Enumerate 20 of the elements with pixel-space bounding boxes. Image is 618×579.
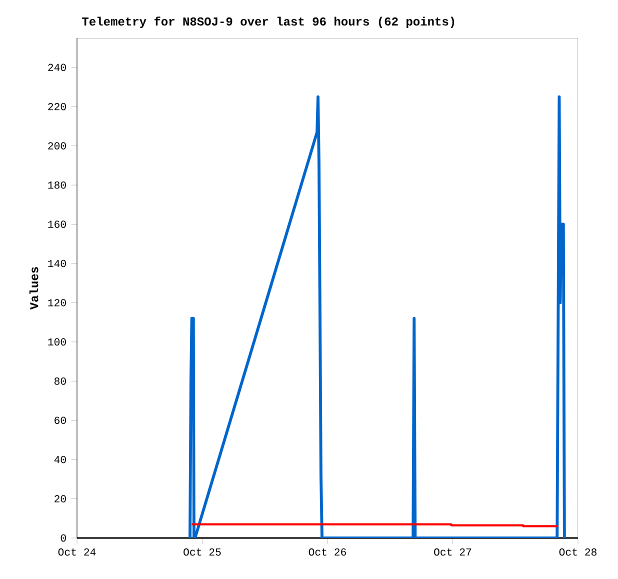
y-tick-label: 20 xyxy=(54,495,66,502)
y-tick-label: 60 xyxy=(54,416,66,424)
y-tick-label: 100 xyxy=(48,338,66,346)
y-tick-label: 0 xyxy=(60,534,66,542)
y-tick-label: 40 xyxy=(54,456,66,464)
x-tick-label: Oct 25 xyxy=(184,548,221,556)
y-tick-label: 80 xyxy=(54,378,66,385)
y-tick-label: 180 xyxy=(48,181,66,189)
x-tick-label: Oct 26 xyxy=(308,548,346,556)
x-tick-label: Oct 24 xyxy=(58,548,96,556)
y-tick-label: 200 xyxy=(48,142,66,150)
x-tick-label: Oct 27 xyxy=(434,548,472,556)
y-axis-title: Values xyxy=(29,267,38,310)
y-tick-label: 120 xyxy=(48,299,66,306)
y-tick-label: 140 xyxy=(48,260,66,268)
y-tick-label: 160 xyxy=(48,220,66,228)
chart-title: Telemetry for N8SOJ-9 over last 96 hours (62 points) xyxy=(82,16,454,28)
x-tick-label: Oct 28 xyxy=(559,548,596,556)
y-tick-label: 220 xyxy=(48,103,66,110)
y-tick-label: 240 xyxy=(48,64,66,72)
